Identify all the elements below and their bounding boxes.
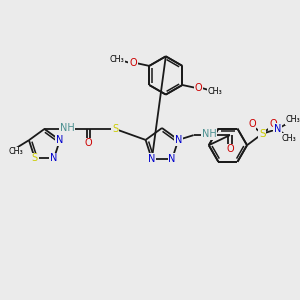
- Text: N: N: [274, 124, 281, 134]
- Text: O: O: [248, 119, 256, 129]
- Text: NH: NH: [202, 129, 216, 139]
- Text: NH: NH: [60, 123, 75, 133]
- Text: CH₃: CH₃: [208, 87, 222, 96]
- Text: H: H: [64, 124, 71, 134]
- Text: CH₃: CH₃: [110, 55, 124, 64]
- Text: N: N: [175, 135, 182, 145]
- Text: O: O: [269, 119, 277, 129]
- Text: N: N: [148, 154, 155, 164]
- Text: S: S: [112, 124, 118, 134]
- Text: O: O: [195, 83, 203, 93]
- Text: N: N: [50, 153, 58, 164]
- Text: O: O: [85, 138, 92, 148]
- Text: S: S: [259, 129, 266, 139]
- Text: CH₃: CH₃: [8, 147, 23, 156]
- Text: N: N: [56, 135, 64, 145]
- Text: CH₃: CH₃: [286, 115, 300, 124]
- Text: O: O: [226, 145, 234, 154]
- Text: O: O: [129, 58, 137, 68]
- Text: CH₃: CH₃: [282, 134, 296, 143]
- Text: S: S: [32, 153, 38, 164]
- Text: N: N: [168, 154, 176, 164]
